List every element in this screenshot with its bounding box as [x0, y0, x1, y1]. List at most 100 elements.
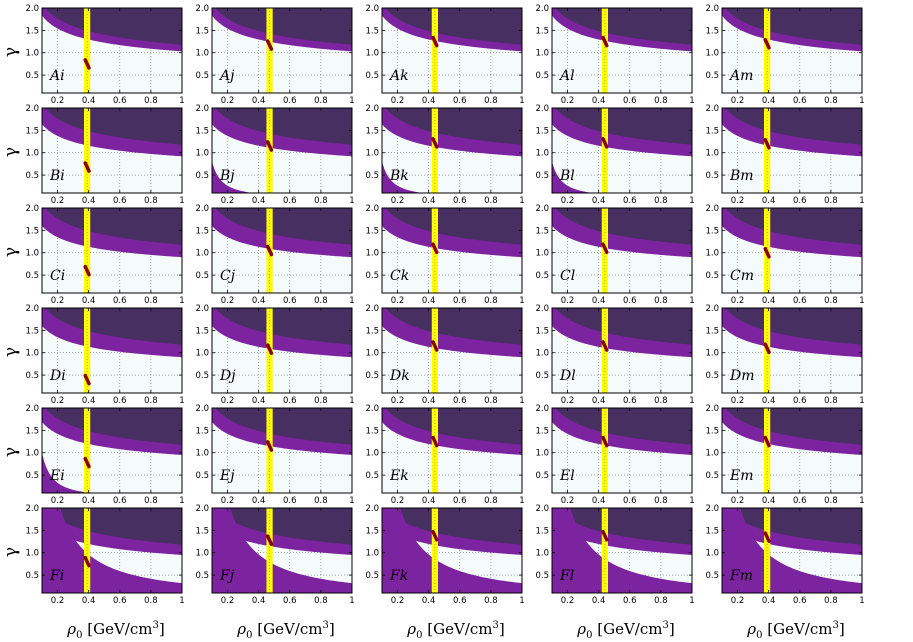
x-tick-label: 0.2 [51, 196, 65, 206]
x-tick-label: 0.8 [654, 96, 668, 106]
y-tick-label: 2.0 [195, 204, 209, 214]
dark-excluded-region [385, 408, 522, 445]
best-fit-marker [601, 137, 609, 149]
panel-frame [551, 207, 693, 294]
dark-excluded-region [555, 108, 692, 145]
x-tick-label: 0.6 [453, 596, 467, 606]
y-tick-label: 1.0 [365, 149, 379, 159]
best-fit-marker [83, 264, 91, 277]
panel-label: Fm [729, 568, 753, 584]
y-tick-label: 2.0 [365, 304, 379, 314]
x-tick-label: 0.4 [762, 96, 776, 106]
y-tick-label: 1.5 [535, 26, 549, 36]
best-fit-marker [763, 531, 771, 543]
x-tick-label: 0.4 [762, 296, 776, 306]
x-tick-label: 0.2 [221, 96, 235, 106]
x-tick-label: 0.2 [221, 396, 235, 406]
x-tick-label: 0.6 [113, 496, 127, 506]
panel-frame [211, 7, 353, 94]
x-tick-label: 0.4 [422, 96, 436, 106]
panel-Bl: 0.2 0.4 0.6 0.8 1 0.5 1.0 1.5 2.0 Bl [535, 104, 694, 206]
y-tick-label: 2.0 [25, 304, 39, 314]
y-axis-label: γ [1, 47, 21, 57]
best-fit-marker [431, 435, 439, 448]
y-tick-label: 1.0 [25, 349, 39, 359]
panel-frame [721, 107, 863, 194]
x-tick-label: 0.6 [793, 496, 807, 506]
panel-frame [721, 407, 863, 494]
best-fit-marker [265, 534, 274, 546]
panel-label: Dj [219, 368, 236, 384]
x-tick-label: 1 [349, 96, 354, 106]
y-tick-label: 2.0 [535, 504, 549, 514]
dark-excluded-region [555, 508, 692, 545]
y-tick-label: 0.5 [365, 471, 379, 481]
x-tick-label: 0.8 [314, 96, 328, 106]
dark-excluded-region [725, 208, 862, 245]
panel-Ei: 0.2 0.4 0.6 0.8 1 0.5 1.0 1.5 2.0 Ei [25, 404, 184, 506]
y-tick-label: 0.5 [25, 471, 39, 481]
x-tick-label: 1 [349, 496, 354, 506]
y-axis-label: γ [1, 147, 21, 157]
best-fit-marker [265, 39, 274, 51]
x-tick-label: 1 [179, 496, 184, 506]
y-axis-label: γ [1, 347, 21, 357]
y-tick-label: 0.5 [535, 371, 549, 381]
panel-frame [211, 307, 353, 394]
x-tick-label: 1 [689, 496, 694, 506]
x-tick-label: 1 [859, 496, 864, 506]
x-tick-label: 0.8 [824, 396, 838, 406]
y-tick-label: 2.0 [365, 404, 379, 414]
y-tick-label: 1.5 [535, 226, 549, 236]
panel-frame [41, 107, 183, 194]
panel-label: Am [728, 68, 753, 84]
y-tick-label: 1.5 [365, 26, 379, 36]
best-fit-marker [431, 529, 439, 542]
x-tick-label: 0.4 [82, 96, 96, 106]
y-tick-label: 2.0 [705, 4, 719, 14]
panel-label: Dm [729, 368, 755, 384]
lower-purple-region [42, 508, 182, 593]
dark-excluded-region [45, 108, 182, 145]
panel-Em: 0.2 0.4 0.6 0.8 1 0.5 1.0 1.5 2.0 Em [705, 404, 864, 506]
y-tick-label: 1.0 [535, 249, 549, 259]
y-axis-label: γ [1, 247, 21, 257]
x-tick-label: 0.8 [314, 196, 328, 206]
dark-excluded-region [45, 8, 182, 45]
y-tick-label: 1.0 [195, 49, 209, 59]
y-tick-label: 1.0 [705, 549, 719, 559]
y-tick-label: 1.0 [365, 549, 379, 559]
x-tick-label: 0.6 [113, 396, 127, 406]
x-tick-label: 0.4 [592, 296, 606, 306]
x-tick-label: 0.4 [82, 496, 96, 506]
panel-Al: 0.2 0.4 0.6 0.8 1 0.5 1.0 1.5 2.0 Al [535, 4, 694, 106]
x-tick-label: 0.2 [731, 196, 745, 206]
best-fit-marker [763, 38, 771, 50]
y-tick-label: 2.0 [705, 204, 719, 214]
dark-excluded-region [45, 208, 182, 245]
x-tick-label: 1 [689, 396, 694, 406]
x-tick-label: 0.2 [221, 296, 235, 306]
panel-Dl: 0.2 0.4 0.6 0.8 1 0.5 1.0 1.5 2.0 Dl [535, 304, 694, 406]
dark-excluded-region [725, 408, 862, 445]
x-tick-label: 0.6 [113, 596, 127, 606]
x-tick-label: 0.2 [221, 196, 235, 206]
x-tick-label: 0.4 [252, 196, 266, 206]
x-tick-label: 0.2 [221, 496, 235, 506]
x-tick-label: 0.6 [453, 396, 467, 406]
x-tick-label: 0.4 [422, 396, 436, 406]
x-tick-label: 1 [519, 96, 524, 106]
best-fit-marker [265, 343, 274, 355]
y-axis-label: γ [1, 547, 21, 557]
x-tick-label: 0.4 [422, 496, 436, 506]
x-tick-label: 0.6 [283, 296, 297, 306]
y-tick-label: 1.5 [365, 326, 379, 336]
panel-Bm: 0.2 0.4 0.6 0.8 1 0.5 1.0 1.5 2.0 Bm [705, 104, 864, 206]
x-tick-label: 0.6 [623, 396, 637, 406]
dark-excluded-region [725, 308, 862, 345]
x-tick-label: 1 [519, 496, 524, 506]
x-tick-label: 0.4 [762, 396, 776, 406]
lower-purple-region [552, 508, 692, 593]
y-tick-label: 0.5 [25, 271, 39, 281]
panel-label: Fi [49, 568, 64, 584]
